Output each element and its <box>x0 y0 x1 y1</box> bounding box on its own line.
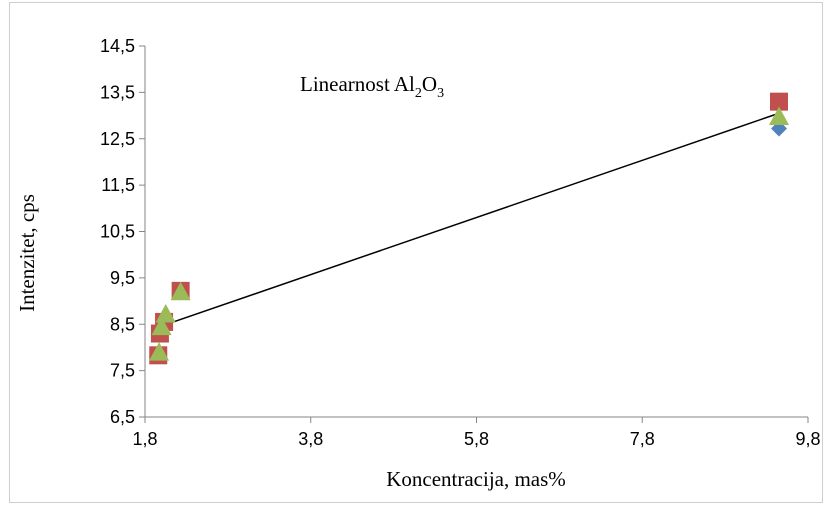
x-tick-label: 5,8 <box>464 429 489 449</box>
y-tick-label: 10,5 <box>100 222 135 242</box>
y-axis-title: Intenzitet, cps <box>15 194 39 312</box>
square-point <box>769 92 788 111</box>
triangle-point <box>170 281 191 301</box>
x-tick-label: 9,8 <box>795 429 820 449</box>
triangle-point <box>151 316 172 336</box>
y-tick-label: 14,5 <box>100 36 135 56</box>
y-axis: 6,5 7,5 8,5 9,5 10,5 11,5 12,5 13,5 14,5 <box>100 36 146 427</box>
x-axis: 1,8 3,8 5,8 7,8 9,8 <box>132 416 821 449</box>
y-tick-label: 6,5 <box>110 407 135 427</box>
y-tick-label: 7,5 <box>110 361 135 381</box>
y-tick-label: 13,5 <box>100 82 135 102</box>
y-tick-label: 12,5 <box>100 129 135 149</box>
y-tick-label: 11,5 <box>101 175 135 195</box>
x-axis-title: Koncentracija, mas% <box>386 467 566 491</box>
triangle-point <box>149 342 170 361</box>
x-tick-label: 3,8 <box>298 429 323 449</box>
data-points <box>149 92 789 365</box>
triangle-point <box>768 106 789 125</box>
y-tick-label: 9,5 <box>110 268 135 288</box>
triangle-point <box>155 304 176 323</box>
x-tick-label: 7,8 <box>630 429 655 449</box>
trendline <box>159 112 780 328</box>
y-tick-label: 8,5 <box>110 314 135 334</box>
x-tick-label: 1,8 <box>132 429 157 449</box>
chart-title: Linearnost Al2O3 <box>300 72 444 101</box>
trendline-line <box>159 112 780 328</box>
